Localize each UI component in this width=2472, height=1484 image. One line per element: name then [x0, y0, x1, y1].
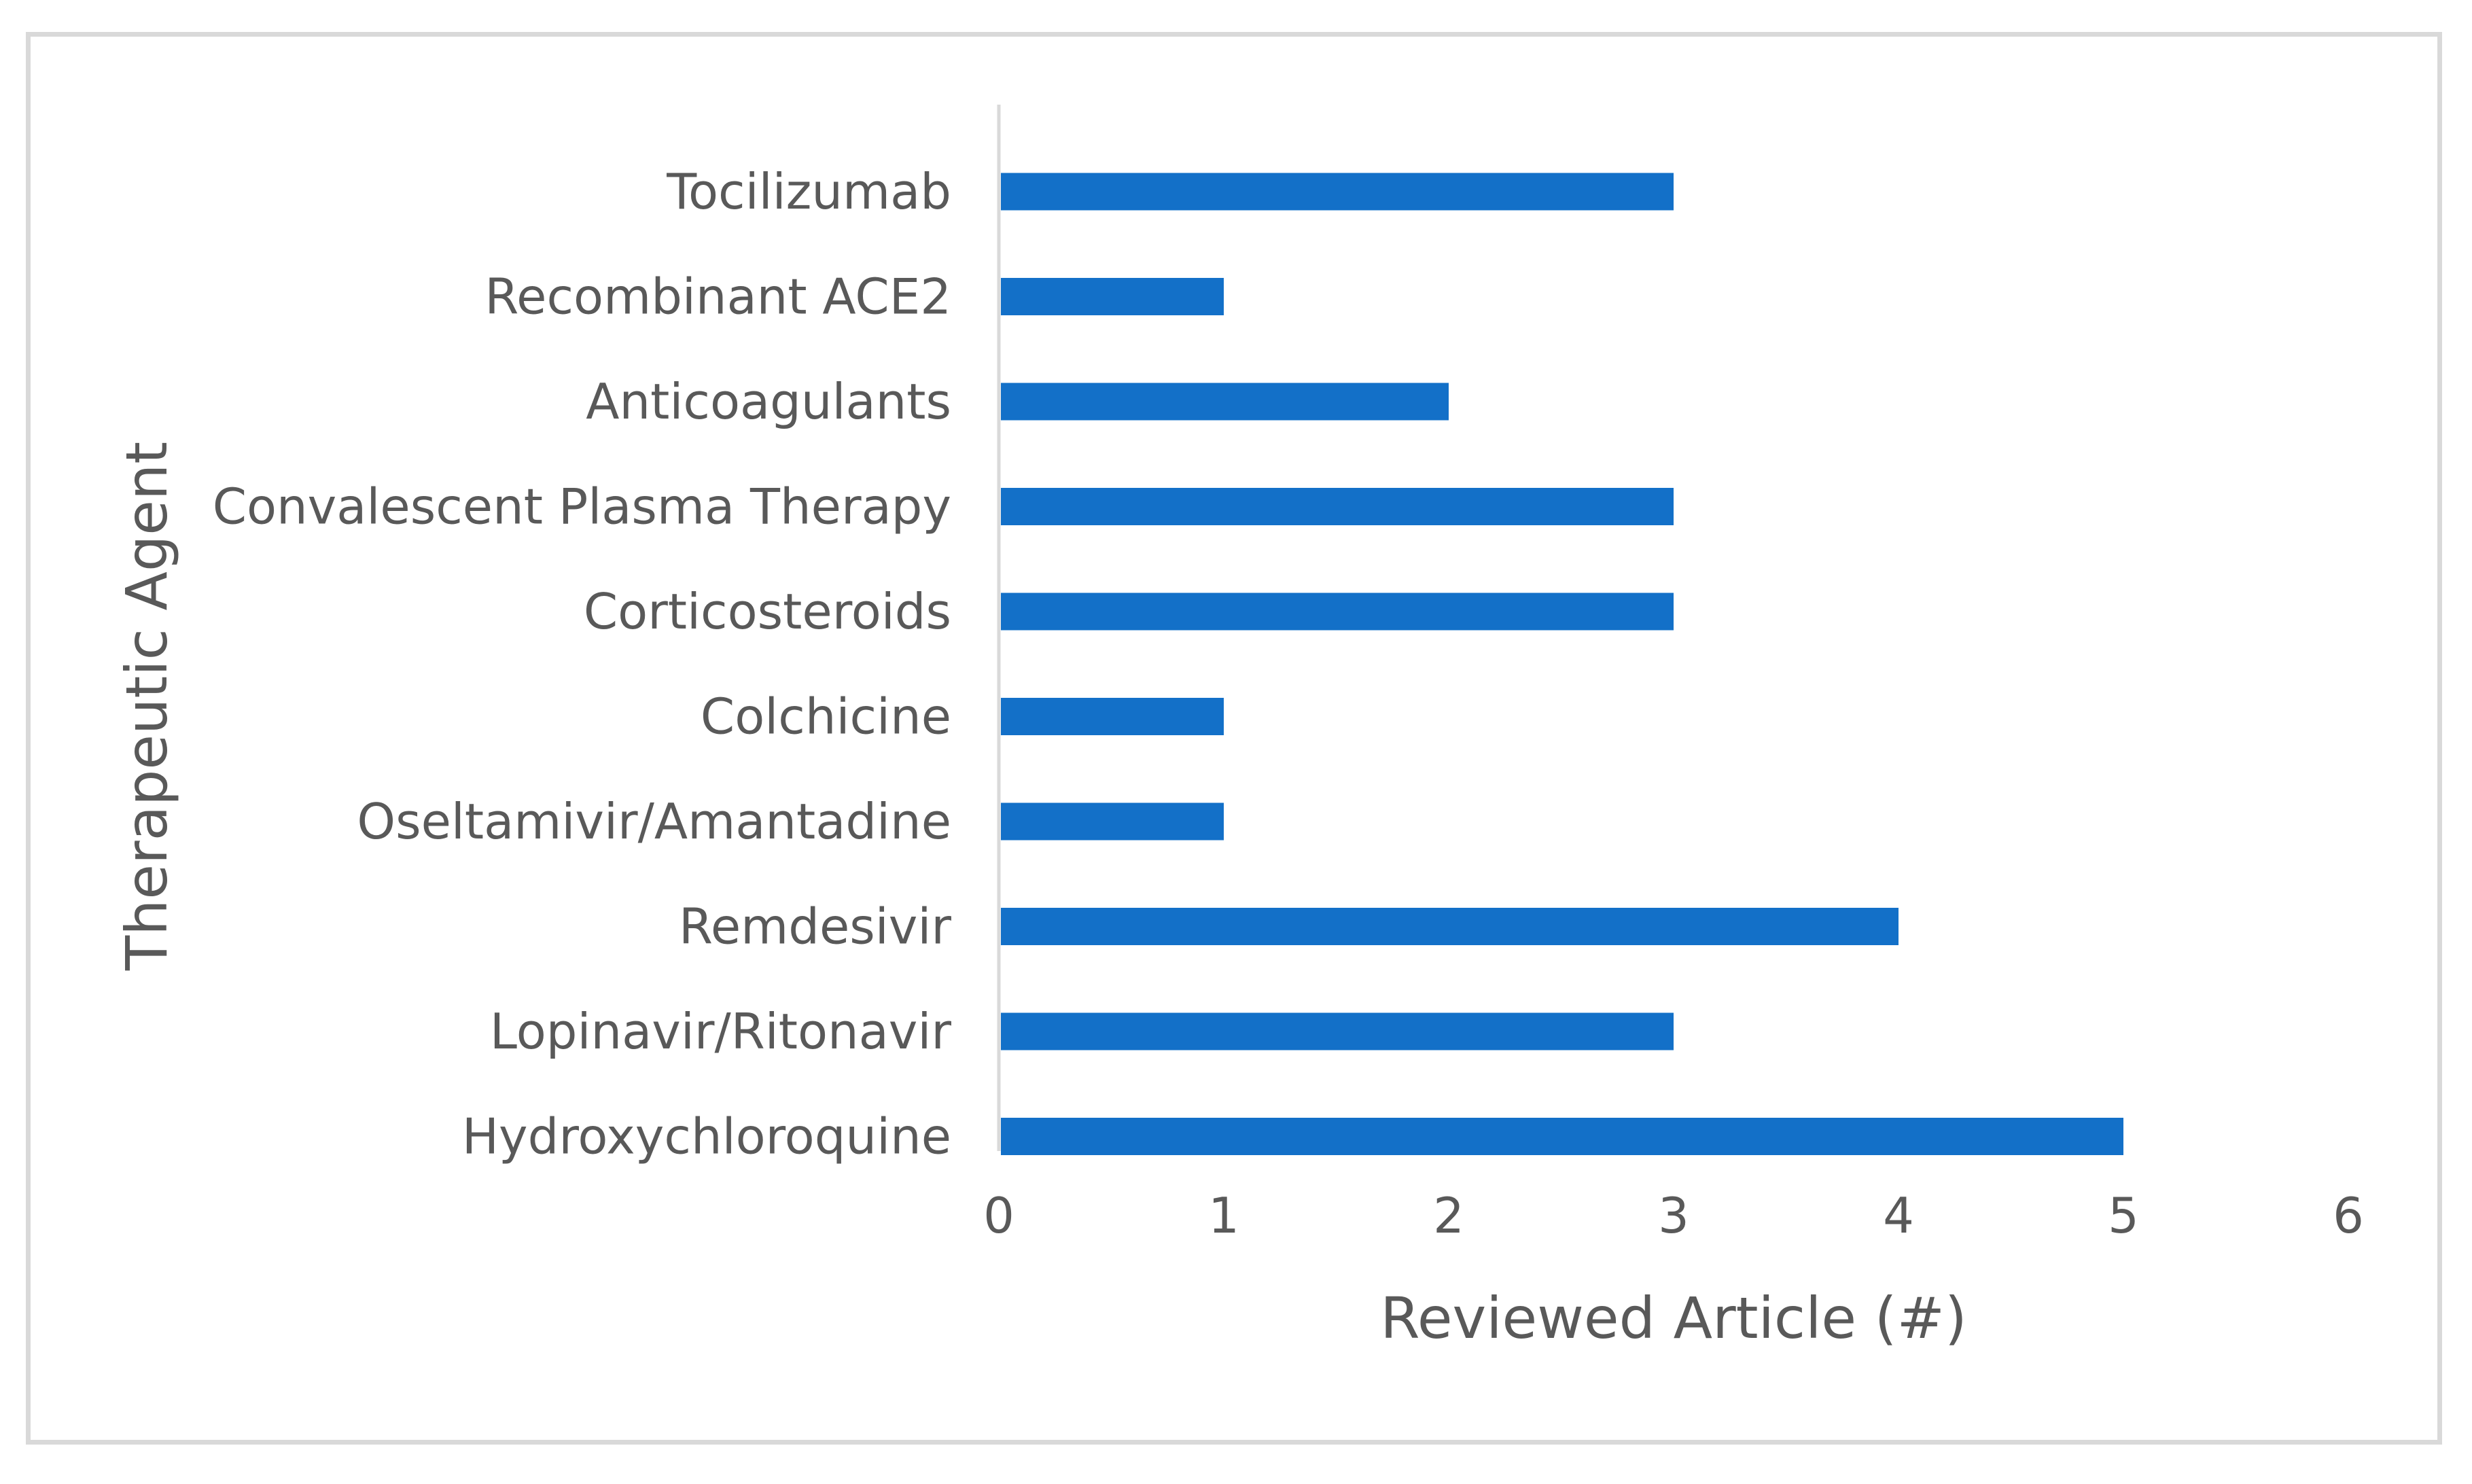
category-label: Lopinavir/Ritonavir	[490, 1003, 952, 1060]
x-tick-label: 2	[1433, 1187, 1464, 1244]
x-tick-label: 6	[2333, 1187, 2364, 1244]
category-label: Colchicine	[701, 688, 951, 745]
bar-lopinavir-ritonavir	[1001, 1012, 1674, 1050]
category-label: Corticosteroids	[584, 583, 951, 640]
category-label: Anticoagulants	[586, 373, 951, 430]
x-tick-label: 5	[2108, 1187, 2139, 1244]
bar-remdesivir	[1001, 908, 1899, 945]
category-label: Hydroxychloroquine	[462, 1108, 951, 1165]
bar-colchicine	[1001, 698, 1224, 735]
y-axis-title: Therapeutic Agent	[113, 442, 180, 971]
bar-hydroxychloroquine	[1001, 1118, 2123, 1155]
bars-group	[1001, 173, 2123, 1155]
x-tick-label: 1	[1208, 1187, 1239, 1244]
category-label: Oseltamivir/Amantadine	[357, 793, 951, 850]
x-tick-label: 3	[1658, 1187, 1689, 1244]
chart-frame: Tocilizumab Recombinant ACE2 Anticoagulant…	[26, 32, 2442, 1445]
bar-anticoagulants	[1001, 383, 1449, 421]
x-tick-labels: 0 1 2 3 4 5 6	[983, 1187, 2364, 1244]
category-label: Remdesivir	[679, 898, 951, 955]
bar-corticosteroids	[1001, 593, 1674, 631]
x-axis-title: Reviewed Article (#)	[1380, 1285, 1967, 1352]
x-tick-label: 0	[983, 1187, 1014, 1244]
category-label: Tocilizumab	[666, 163, 951, 220]
bar-oseltamivir-amantadine	[1001, 802, 1224, 841]
x-tick-label: 4	[1883, 1187, 1914, 1244]
bar-recombinant-ace2	[1001, 278, 1224, 315]
category-label: Recombinant ACE2	[484, 268, 951, 325]
bar-tocilizumab	[1001, 173, 1674, 211]
category-label: Convalescent Plasma Therapy	[213, 478, 951, 535]
bar-convalescent-plasma-therapy	[1001, 488, 1674, 525]
bar-chart: Tocilizumab Recombinant ACE2 Anticoagulant…	[113, 105, 2364, 1352]
category-labels: Tocilizumab Recombinant ACE2 Anticoagulant…	[213, 163, 952, 1165]
